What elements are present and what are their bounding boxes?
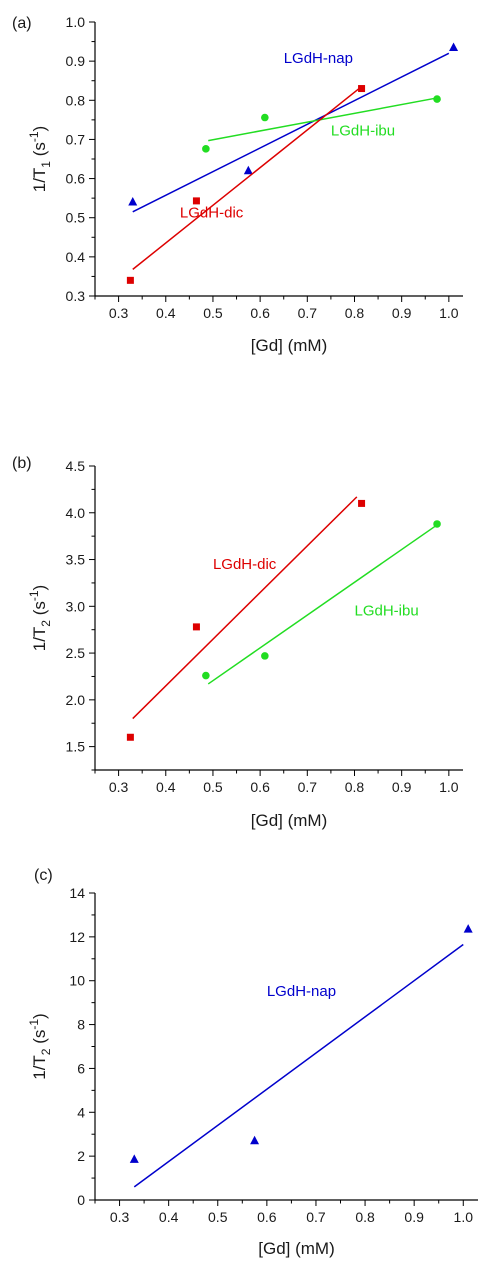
y-tick-label: 3.5 — [66, 552, 86, 568]
x-tick-label: 0.8 — [355, 1209, 375, 1225]
fit-line-lgdh-dic — [132, 496, 358, 720]
x-tick-label: 0.7 — [298, 779, 318, 795]
x-tick-label: 1.0 — [454, 1209, 474, 1225]
series-label-lgdh-dic: LGdH-dic — [213, 556, 277, 573]
x-tick-label: 0.9 — [404, 1209, 424, 1225]
y-tick-label: 0.8 — [66, 92, 86, 108]
y-tick-label: 0 — [77, 1192, 85, 1208]
y-tick-label: 2 — [77, 1148, 85, 1164]
y-tick-label: 0.5 — [66, 210, 86, 226]
y-tick-label: 2.0 — [66, 692, 86, 708]
series-label-lgdh-nap: LGdH-nap — [267, 983, 336, 1000]
fit-line-lgdh-ibu — [208, 97, 438, 142]
y-tick-label: 6 — [77, 1060, 85, 1076]
x-tick-label: 0.8 — [345, 779, 365, 795]
y-tick-label: 0.6 — [66, 171, 86, 187]
x-tick-label: 0.5 — [208, 1209, 228, 1225]
y-tick-label: 3.0 — [66, 598, 86, 614]
data-point-lgdh-nap — [128, 197, 138, 206]
fit-line-lgdh-ibu — [207, 524, 438, 685]
x-tick-label: 0.5 — [203, 305, 223, 321]
y-tick-label: 4.0 — [66, 505, 86, 521]
data-point-lgdh-ibu — [433, 95, 441, 103]
series-label-lgdh-ibu: LGdH-ibu — [354, 603, 418, 620]
x-tick-label: 0.4 — [159, 1209, 179, 1225]
x-tick-label: 0.3 — [109, 779, 129, 795]
data-point-lgdh-ibu — [202, 145, 210, 153]
chart-panel-2: 0.3 0.4 0.5 0.6 0.7 0.8 0.9 1.0 0 2 4 6 8 10 12 14 (c) [G… — [27, 867, 478, 1258]
x-tick-label: 0.5 — [203, 779, 223, 795]
data-point-lgdh-nap — [449, 42, 459, 51]
data-point-lgdh-ibu — [202, 671, 210, 680]
y-axis-title: 1/T1 (s-1) — [27, 126, 53, 192]
data-point-lgdh-dic — [192, 197, 200, 205]
x-tick-label: 0.7 — [298, 305, 318, 321]
y-tick-label: 4 — [77, 1104, 85, 1120]
data-point-lgdh-dic — [126, 733, 134, 741]
y-tick-label: 2.5 — [66, 645, 86, 661]
x-tick-label: 0.6 — [250, 305, 270, 321]
x-tick-label: 0.4 — [156, 779, 176, 795]
x-tick-label: 0.4 — [156, 305, 176, 321]
data-point-lgdh-dic — [126, 276, 134, 284]
y-tick-label: 1.0 — [66, 14, 86, 30]
y-axis-title: 1/T2 (s-1) — [27, 1013, 53, 1079]
x-tick-label: 0.3 — [110, 1209, 130, 1225]
data-point-lgdh-nap — [129, 1154, 139, 1163]
data-point-lgdh-nap — [250, 1135, 260, 1145]
fit-line-lgdh-nap — [132, 52, 450, 213]
panel-label: (b) — [12, 455, 32, 472]
data-point-lgdh-ibu — [433, 520, 441, 528]
fit-line-lgdh-nap — [133, 943, 464, 1188]
data-point-lgdh-dic — [358, 499, 366, 507]
chart-panel-0: 0.3 0.4 0.5 0.6 0.7 0.8 0.9 1.0 0.3 0.4 0.5 0.6 0.7 0… — [12, 14, 463, 355]
data-point-lgdh-dic — [192, 623, 200, 631]
x-tick-label: 1.0 — [439, 305, 459, 321]
y-tick-label: 10 — [69, 973, 85, 989]
x-tick-label: 1.0 — [439, 779, 459, 795]
data-point-lgdh-ibu — [261, 113, 269, 122]
y-tick-label: 14 — [69, 885, 85, 901]
data-point-lgdh-ibu — [261, 652, 269, 660]
y-tick-label: 0.4 — [66, 249, 86, 265]
x-tick-label: 0.9 — [392, 305, 412, 321]
x-tick-label: 0.6 — [250, 779, 270, 795]
x-axis-title: [Gd] (mM) — [258, 1239, 335, 1258]
series-label-lgdh-nap: LGdH-nap — [284, 50, 353, 67]
x-tick-label: 0.6 — [257, 1209, 277, 1225]
y-tick-label: 0.9 — [66, 53, 86, 69]
data-point-lgdh-dic — [358, 85, 366, 93]
chart-panel-1: 0.3 0.4 0.5 0.6 0.7 0.8 0.9 1.0 1.5 2.0 2.5 3.0 3.5 4… — [12, 455, 463, 830]
x-tick-label: 0.8 — [345, 305, 365, 321]
x-axis-title: [Gd] (mM) — [251, 811, 328, 830]
x-axis-title: [Gd] (mM) — [251, 336, 328, 355]
y-tick-label: 12 — [69, 929, 85, 945]
series-label-lgdh-dic: LGdH-dic — [180, 205, 244, 222]
y-tick-label: 1.5 — [66, 739, 86, 755]
x-tick-label: 0.7 — [306, 1209, 326, 1225]
fit-line-lgdh-dic — [132, 85, 363, 270]
y-axis-title: 1/T2 (s-1) — [27, 585, 53, 651]
x-tick-label: 0.3 — [109, 305, 129, 321]
data-point-lgdh-nap — [243, 165, 253, 175]
data-point-lgdh-nap — [463, 924, 473, 933]
y-tick-label: 4.5 — [66, 458, 86, 474]
y-tick-label: 0.3 — [66, 288, 86, 304]
panel-label: (a) — [12, 15, 32, 32]
panel-label: (c) — [34, 867, 53, 884]
x-tick-label: 0.9 — [392, 779, 412, 795]
series-label-lgdh-ibu: LGdH-ibu — [331, 123, 395, 140]
y-tick-label: 8 — [77, 1017, 85, 1033]
y-tick-label: 0.7 — [66, 131, 86, 147]
